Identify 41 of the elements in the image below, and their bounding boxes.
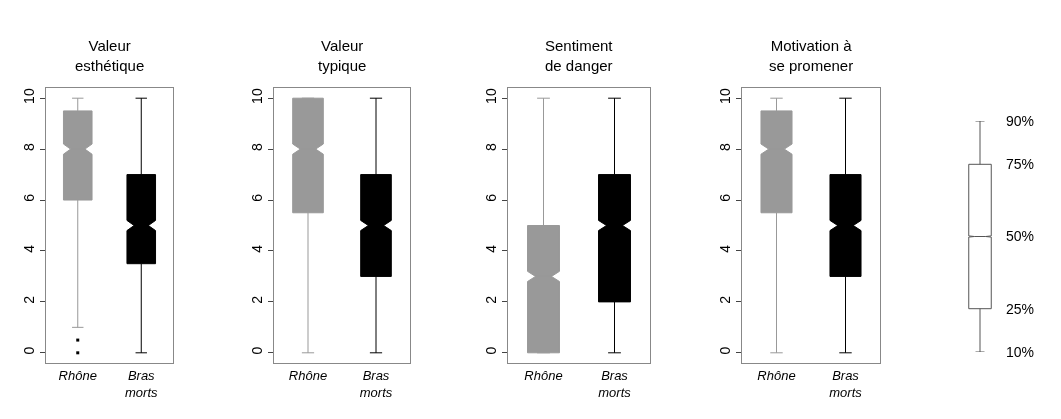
- y-tick-label: 10: [717, 88, 734, 104]
- y-tick-label: 2: [21, 295, 38, 304]
- y-tick-label: 4: [483, 244, 500, 253]
- y-tick-label: 6: [483, 193, 500, 202]
- x-tick-label: Bras morts: [359, 367, 393, 400]
- y-tick-label: 4: [717, 244, 734, 253]
- y-tick-label: 2: [717, 295, 734, 304]
- y-tick-label: 4: [249, 244, 266, 253]
- y-tick-label: 2: [483, 295, 500, 304]
- y-tick-label: 0: [483, 346, 500, 355]
- chart-title: Valeur typique: [318, 37, 367, 74]
- y-tick-label: 2: [249, 295, 266, 304]
- y-tick-label: 8: [21, 142, 38, 151]
- chart-title: Valeur esthétique: [75, 37, 145, 74]
- x-tick-label: Bras morts: [125, 367, 158, 400]
- chart-title: Sentiment de danger: [545, 37, 614, 74]
- y-tick-label: 6: [21, 193, 38, 202]
- y-tick-label: 8: [249, 142, 266, 151]
- y-tick-label: 10%: [1006, 343, 1035, 360]
- y-tick-label: 0: [21, 346, 38, 355]
- y-tick-label: 4: [21, 244, 38, 253]
- x-tick-label: Rhône: [58, 367, 97, 383]
- y-tick-label: 10: [483, 88, 500, 104]
- y-tick-label: 6: [717, 193, 734, 202]
- y-tick-label: 8: [483, 142, 500, 151]
- y-tick-label: 0: [249, 346, 266, 355]
- y-tick-label: 10: [21, 88, 38, 104]
- y-tick-label: 90%: [1006, 112, 1035, 129]
- y-tick-label: 75%: [1006, 156, 1035, 173]
- y-tick-label: 0: [717, 346, 734, 355]
- x-tick-label: Bras morts: [829, 367, 863, 400]
- x-tick-label: Rhône: [288, 367, 328, 383]
- y-tick-label: 10: [249, 88, 266, 104]
- x-tick-label: Rhône: [524, 367, 563, 383]
- x-tick-label: Bras morts: [598, 367, 632, 400]
- y-tick-label: 50%: [1006, 228, 1035, 245]
- y-tick-label: 8: [717, 142, 734, 151]
- y-tick-label: 6: [249, 193, 266, 202]
- y-tick-label: 25%: [1006, 300, 1035, 317]
- x-tick-label: Rhône: [757, 367, 796, 383]
- chart-title: Motivation à se promener: [769, 37, 854, 74]
